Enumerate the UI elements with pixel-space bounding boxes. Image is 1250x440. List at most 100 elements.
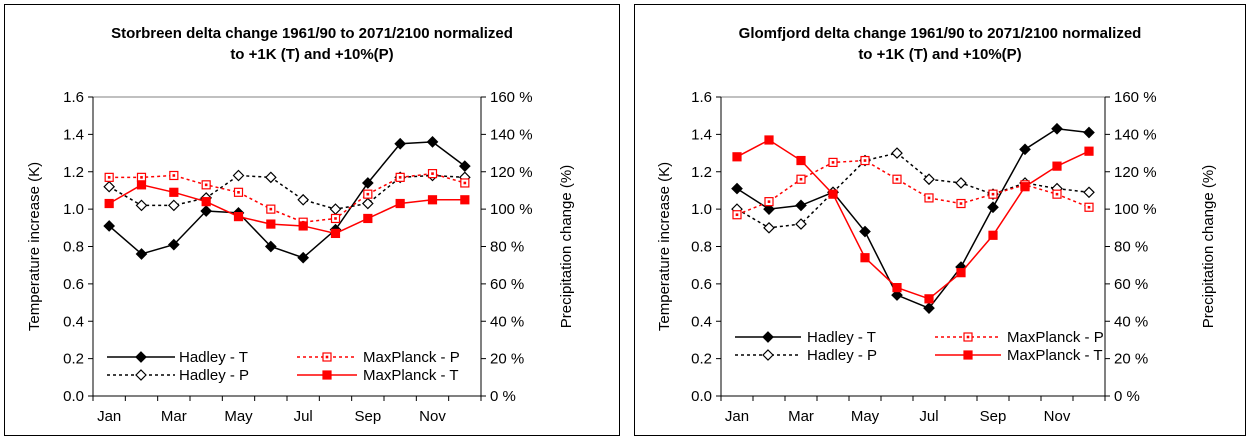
series-hadley-t — [731, 122, 1095, 315]
y2-tick-label: 20 % — [1114, 351, 1148, 368]
data-point — [460, 195, 470, 205]
data-point — [104, 198, 114, 209]
data-point — [1020, 182, 1030, 192]
y-tick-label: 1.4 — [63, 126, 84, 143]
data-point — [795, 218, 807, 230]
data-point — [1019, 143, 1031, 156]
data-point — [828, 189, 838, 199]
legend: Hadley - T MaxPlanck - P Hadley - P MaxPlan… — [107, 349, 460, 384]
legend-marker-center — [966, 335, 970, 339]
data-point — [891, 147, 903, 159]
data-point — [200, 205, 213, 217]
y2-tick-label: 100 % — [1114, 201, 1157, 218]
series-line — [736, 127, 1090, 310]
data-point — [330, 228, 341, 239]
y-tick-label: 0.8 — [691, 239, 712, 256]
data-point-center — [1055, 192, 1059, 196]
y2-tick-label: 60 % — [490, 276, 524, 293]
data-point — [266, 219, 276, 229]
data-point — [136, 180, 147, 190]
data-point — [363, 213, 373, 224]
chart-title-line2: to +1K (T) and +10%(P) — [230, 46, 394, 63]
series-line — [108, 174, 465, 210]
data-point — [923, 173, 935, 186]
data-point — [297, 251, 310, 264]
data-point-center — [140, 176, 143, 179]
data-point-center — [237, 191, 240, 194]
data-point-center — [431, 172, 434, 175]
series-maxplanck-t — [104, 180, 470, 239]
data-point — [891, 289, 903, 301]
data-point — [201, 197, 211, 207]
y-tick-label: 0.2 — [691, 351, 712, 368]
legend-marker — [762, 331, 774, 343]
data-point — [394, 137, 407, 150]
y-tick-label: 0.8 — [63, 239, 84, 256]
x-tick-label: Nov — [419, 408, 446, 425]
series-line — [736, 159, 1090, 216]
legend-label: MaxPlanck - P — [1007, 329, 1104, 346]
chart-title: Glomfjord delta change 1961/90 to 2071/2… — [635, 23, 1245, 65]
series-maxplanck-p — [732, 155, 1094, 220]
y-axis-label: Temperature increase (K) — [26, 162, 43, 331]
data-point-center — [1087, 205, 1091, 209]
y-tick-label: 0.0 — [691, 388, 712, 405]
data-point-center — [895, 177, 899, 181]
data-point — [135, 199, 148, 212]
legend-label: Hadley - P — [807, 347, 877, 364]
chart-plot-glomfjord: 0.0 0.2 0.4 0.6 0.8 1.0 1.2 1.4 1.6 0 % 20 % 40 % 60… — [656, 89, 1217, 425]
y2-axis-label: Precipitation change (%) — [558, 165, 575, 328]
legend-label: MaxPlanck - P — [363, 349, 460, 366]
data-point — [426, 136, 439, 148]
legend-marker — [963, 350, 973, 360]
data-point — [361, 197, 374, 210]
x-tick-label: Mar — [161, 408, 187, 425]
x-tick-label: Jan — [725, 408, 749, 425]
x-tick-label: May — [851, 408, 880, 425]
y-tick-label: 1.2 — [63, 164, 84, 181]
y2-axis-label: Precipitation change (%) — [1200, 165, 1217, 328]
legend-label: Hadley - P — [179, 367, 249, 384]
x-tick-label: Nov — [1044, 408, 1071, 425]
y2-tick-label: 140 % — [490, 126, 533, 143]
data-point — [297, 193, 310, 206]
data-point-center — [735, 213, 739, 217]
data-point-center — [799, 177, 803, 181]
series-line — [108, 141, 466, 259]
data-point — [233, 212, 244, 222]
series-maxplanck-p — [104, 169, 470, 227]
series-line — [736, 152, 1090, 229]
y2-tick-label: 120 % — [490, 164, 533, 181]
y2-tick-label: 120 % — [1114, 164, 1157, 181]
y-tick-label: 1.0 — [691, 201, 712, 218]
y2-tick-label: 0 % — [1114, 388, 1140, 405]
legend-marker-center — [325, 355, 329, 359]
y-tick-label: 1.6 — [63, 89, 84, 106]
y2-tick-label: 60 % — [1114, 276, 1148, 293]
data-point-center — [204, 183, 208, 187]
y-tick-label: 0.6 — [63, 276, 84, 293]
legend-label: MaxPlanck - T — [1007, 347, 1103, 364]
data-point — [395, 198, 405, 209]
data-point — [169, 187, 179, 197]
y2-tick-label: 80 % — [490, 239, 524, 256]
data-point — [1083, 126, 1095, 139]
data-point — [1052, 161, 1062, 171]
series-maxplanck-t — [732, 135, 1094, 304]
data-point — [264, 171, 277, 184]
data-point — [167, 199, 180, 212]
y2-tick-label: 40 % — [1114, 313, 1148, 330]
chart-title-line1: Storbreen delta change 1961/90 to 2071/2… — [111, 25, 513, 42]
series-line — [108, 184, 465, 235]
legend-label: Hadley - T — [179, 349, 248, 366]
x-tick-label: Jul — [919, 408, 938, 425]
data-point — [763, 221, 775, 234]
data-point — [232, 169, 245, 182]
data-point-center — [334, 217, 337, 220]
y-tick-label: 0.4 — [691, 313, 712, 330]
data-point — [329, 203, 342, 215]
data-point — [988, 230, 998, 240]
data-point-center — [463, 181, 467, 185]
data-point-center — [107, 176, 111, 179]
y2-tick-label: 140 % — [1114, 126, 1157, 143]
